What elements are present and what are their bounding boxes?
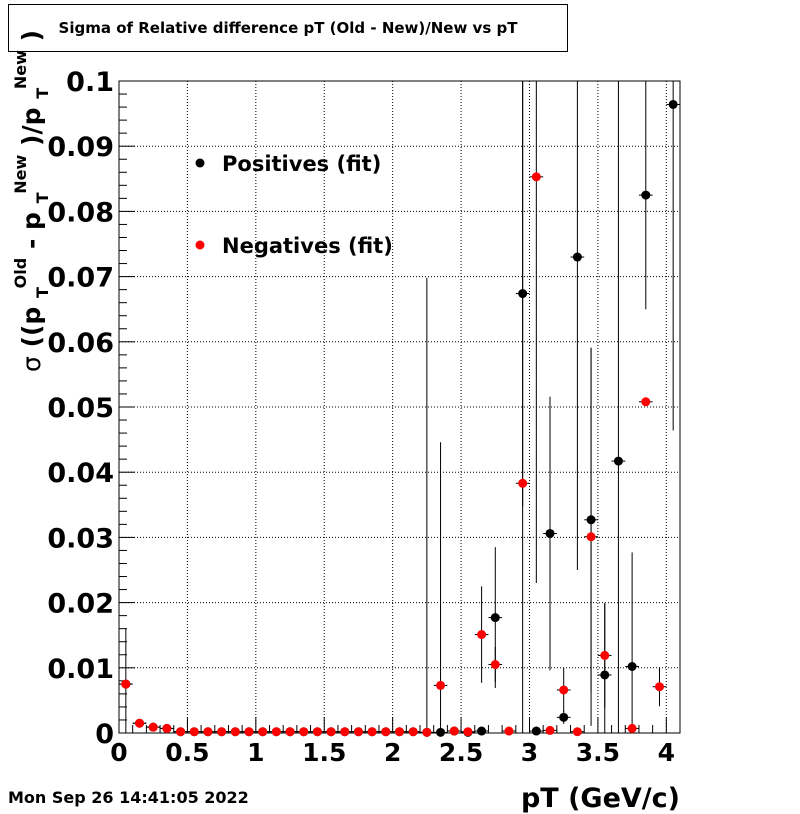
data-point <box>613 456 623 466</box>
data-point <box>176 727 186 737</box>
data-point <box>477 630 487 640</box>
data-point <box>559 685 569 695</box>
y-tick-label: 0.01 <box>47 654 114 685</box>
timestamp: Mon Sep 26 14:41:05 2022 <box>8 788 249 807</box>
x-tick-label: 2.5 <box>439 738 483 767</box>
y-tick-label: 0 <box>95 719 114 750</box>
y-tick-label: 0.06 <box>47 328 114 359</box>
data-point <box>162 723 172 733</box>
data-point <box>299 727 309 737</box>
data-point <box>340 727 350 737</box>
y-label-slash: )/p <box>17 108 46 146</box>
y-label-sub3: T <box>33 88 52 99</box>
data-point <box>504 726 514 736</box>
y-label-minus: - p <box>17 212 46 249</box>
legend: Positives (fit) Negatives (fit) <box>195 152 393 258</box>
data-point <box>641 190 651 200</box>
legend-marker-negatives <box>195 240 205 250</box>
data-point <box>627 723 637 733</box>
data-point <box>627 661 637 671</box>
data-point <box>189 727 199 737</box>
data-point <box>258 727 268 737</box>
x-axis-label: pT (GeV/c) <box>521 783 680 814</box>
data-point <box>654 682 664 692</box>
data-point <box>408 727 418 737</box>
x-tick-label: 1.5 <box>302 738 346 767</box>
y-label-sigma: σ <box>17 356 46 372</box>
data-point <box>490 660 500 670</box>
data-point <box>586 532 596 542</box>
y-tick-label: 0.07 <box>47 263 114 294</box>
data-point <box>449 726 459 736</box>
data-point <box>518 478 528 488</box>
chart-title: Sigma of Relative difference pT (Old - N… <box>8 4 568 52</box>
data-point <box>353 727 363 737</box>
data-point <box>463 727 473 737</box>
data-point <box>271 727 281 737</box>
y-label-sup1: Old <box>11 258 30 289</box>
series-negatives <box>119 81 667 737</box>
data-point <box>422 727 432 737</box>
data-point <box>244 727 254 737</box>
data-point <box>545 725 555 735</box>
axis-ticks: 0 0.5 1 1.5 2 2.5 3 3.5 4 0 0.01 0.02 0.03 0.04 0.05 0.… <box>47 67 675 767</box>
y-tick-label: 0.1 <box>66 67 114 98</box>
y-label-sub2: T <box>33 192 52 203</box>
data-point <box>121 679 131 689</box>
data-point <box>600 650 610 660</box>
y-label-sup3: New <box>11 50 30 89</box>
y-label-close: ) <box>17 30 46 41</box>
data-point <box>395 727 404 737</box>
y-tick-label: 0.04 <box>47 458 114 489</box>
legend-label-positives: Positives (fit) <box>222 152 381 176</box>
y-tick-label: 0.08 <box>47 197 114 228</box>
x-tick-label: 2 <box>384 738 401 767</box>
y-label-sub1: T <box>33 287 52 298</box>
grid-lines <box>119 81 680 733</box>
data-point <box>531 726 541 736</box>
data-point <box>217 727 227 737</box>
data-point <box>490 613 500 623</box>
data-point <box>436 680 446 690</box>
legend-label-negatives: Negatives (fit) <box>222 234 393 258</box>
data-point <box>148 722 158 732</box>
data-point <box>135 718 145 728</box>
y-tick-label: 0.09 <box>47 132 114 163</box>
x-tick-label: 0 <box>110 738 127 767</box>
y-tick-label: 0.02 <box>47 589 114 620</box>
y-tick-label: 0.05 <box>47 393 114 424</box>
data-point <box>477 726 487 736</box>
x-tick-label: 0.5 <box>165 738 209 767</box>
data-point <box>572 252 582 262</box>
data-points <box>119 81 680 737</box>
data-point <box>641 397 651 407</box>
data-point <box>230 727 240 737</box>
data-point <box>312 727 322 737</box>
y-tick-label: 0.03 <box>47 523 114 554</box>
data-point <box>367 727 377 737</box>
data-point <box>381 727 391 737</box>
data-point <box>668 99 678 109</box>
y-label-open: ((p <box>17 307 46 348</box>
y-label-sup2: New <box>11 154 30 193</box>
data-point <box>531 172 541 182</box>
y-axis-label: σ ((p T Old - p T New )/p T New ) <box>11 30 52 372</box>
series-positives <box>119 81 680 737</box>
data-point <box>545 528 555 538</box>
x-tick-label: 1 <box>247 738 264 767</box>
data-point <box>559 712 569 722</box>
legend-marker-positives <box>195 158 205 168</box>
data-point <box>285 727 295 737</box>
x-tick-label: 4 <box>658 738 675 767</box>
data-point <box>203 727 213 737</box>
x-tick-label: 3 <box>521 738 538 767</box>
x-tick-label: 3.5 <box>576 738 620 767</box>
data-point <box>572 727 582 737</box>
data-point <box>326 727 336 737</box>
